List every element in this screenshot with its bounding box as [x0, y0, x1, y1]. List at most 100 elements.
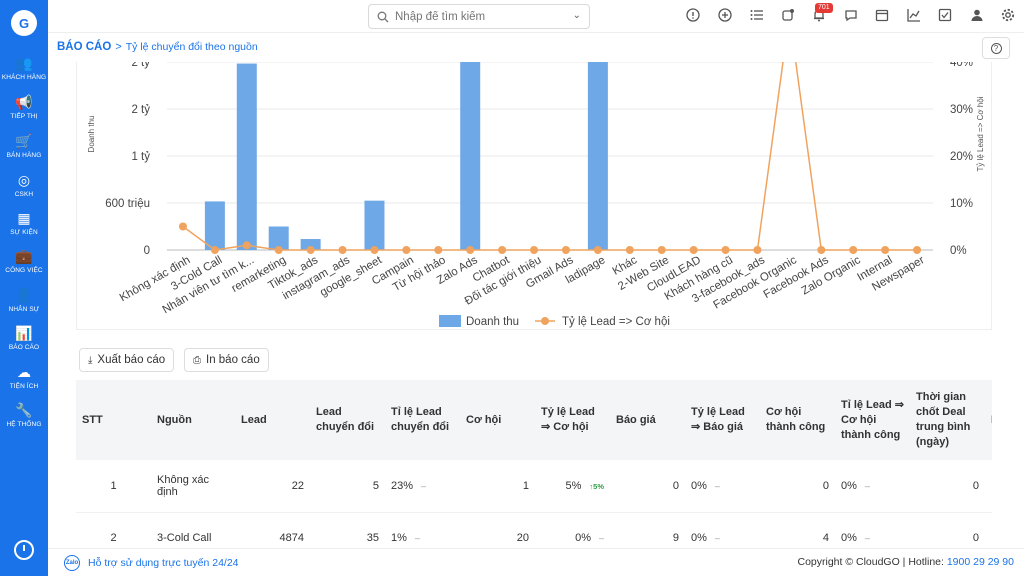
breadcrumb-separator: >: [115, 41, 122, 53]
line-point: [689, 246, 698, 254]
search-input[interactable]: [395, 10, 565, 23]
breadcrumb-root[interactable]: BÁO CÁO: [57, 41, 112, 53]
sidebar-item-label: NHÂN SỰ: [8, 306, 40, 313]
export-report-label: Xuất báo cáo: [97, 354, 166, 366]
column-header[interactable]: Lead chuyển đổi: [316, 406, 375, 433]
cell-overflow: [985, 512, 992, 550]
bar: [300, 239, 321, 250]
cloudgo-logo[interactable]: G: [11, 10, 37, 36]
support-link[interactable]: Hỗ trợ sử dụng trực tuyến 24/24: [88, 557, 239, 569]
column-header[interactable]: Nguồn: [157, 413, 192, 426]
list-icon[interactable]: [748, 8, 766, 26]
person-icon: 👤: [15, 287, 33, 303]
line-point: [434, 246, 443, 254]
legend-label: Tỷ lệ Lead => Cơ hội: [562, 316, 670, 328]
sidebar-item-report[interactable]: 📊 BÁO CÁO: [0, 325, 48, 363]
report-table-container[interactable]: STT Nguồn Lead Lead chuyển đổi Tỉ lệ Lead ch…: [76, 380, 992, 550]
chart-card: 0 600 triệu 1 tỷ 2 tỷ 2 tỷ 0% 10% 20% 30% 40% Doan…: [76, 14, 992, 330]
column-header[interactable]: I: [985, 380, 992, 460]
column-header[interactable]: Cơ hội thành công: [766, 406, 826, 433]
chart-icon[interactable]: [905, 8, 923, 26]
cell-conv-rate-value: 1%: [391, 532, 407, 544]
column-header[interactable]: Lead: [241, 413, 267, 426]
printer-icon: ⎙: [193, 354, 201, 366]
cell-won-rate: 0% –: [835, 512, 910, 550]
chevron-down-icon[interactable]: ⌄: [572, 10, 581, 21]
cell-conv-rate-value: 23%: [391, 479, 414, 492]
column-header[interactable]: Tỉ lệ Lead chuyển đổi: [391, 406, 450, 433]
export-report-button[interactable]: ⤓ Xuất báo cáo: [79, 348, 175, 372]
cell-opportunity: 1: [460, 460, 535, 513]
cell-opp-rate: 0% –: [535, 512, 610, 550]
y2-tick-label: 10%: [950, 198, 973, 210]
line-point: [370, 246, 379, 254]
cell-won-rate-value: 0%: [841, 532, 857, 544]
sidebar-item-users[interactable]: 👥 KHÁCH HÀNG: [0, 55, 48, 93]
question-icon: ?: [990, 42, 1002, 54]
line-point: [306, 246, 315, 254]
print-report-button[interactable]: ⎙ In báo cáo: [184, 348, 269, 372]
bar: [204, 201, 225, 250]
line-point: [242, 241, 251, 250]
sidebar-item-label: SỰ KIỆN: [10, 229, 38, 236]
cell-quote-rate-value: 0%: [691, 479, 707, 492]
cell-stt: 2: [76, 512, 151, 550]
checkbox-icon[interactable]: [936, 8, 954, 26]
column-header[interactable]: Tỷ lệ Lead ⇒ Báo giá: [691, 406, 745, 433]
trend-indicator: –: [598, 533, 604, 543]
line-point: [210, 246, 219, 254]
lifebuoy-icon: ◎: [17, 172, 31, 188]
column-header[interactable]: Tỷ lệ Lead ⇒ Cơ hội: [541, 406, 595, 433]
cell-converted: 5: [310, 460, 385, 513]
add-icon[interactable]: [716, 8, 734, 26]
help-button[interactable]: ?: [982, 37, 1010, 59]
legend-swatch-dot: [541, 317, 549, 325]
cell-opportunity: 20: [460, 512, 535, 550]
sidebar-item-wrench[interactable]: 🔧 HỆ THỐNG: [0, 402, 48, 440]
table-row[interactable]: 2 3-Cold Call 4874 35 1% –20 0% –9 0% –4 0% –0: [76, 512, 992, 550]
megaphone-icon: 📢: [15, 94, 33, 110]
cell-quote: 0: [610, 460, 685, 513]
sidebar-item-megaphone[interactable]: 📢 TIẾP THỊ: [0, 94, 48, 132]
column-header[interactable]: Thời gian chốt Deal trung bình (ngày): [916, 391, 971, 448]
cell-opp-rate-value: 0%: [575, 532, 591, 544]
sidebar-item-person[interactable]: 👤 NHÂN SỰ: [0, 287, 48, 325]
column-header[interactable]: Tỉ lệ Lead ⇒ Cơ hội thành công: [841, 398, 905, 441]
cell-lead: 4874: [235, 512, 310, 550]
column-header[interactable]: Báo giá: [616, 413, 656, 426]
sidebar-item-briefcase[interactable]: 💼 CÔNG VIỆC: [0, 248, 48, 286]
hotline-number[interactable]: 1900 29 29 90: [946, 556, 1014, 568]
column-header[interactable]: STT: [82, 413, 103, 426]
line-point: [849, 246, 858, 254]
cell-quote-rate: 0% –: [685, 512, 760, 550]
alert-icon[interactable]: [684, 8, 702, 26]
sidebar-item-cart[interactable]: 🛒 BÁN HÀNG: [0, 133, 48, 171]
table-row[interactable]: 1 Không xác định 22 5 23% –1 5% ↑5% 0 0% –0 0% –0: [76, 460, 992, 513]
sidebar-item-label: CSKH: [14, 191, 34, 198]
sidebar-item-label: TIỆN ÍCH: [9, 383, 39, 390]
calendar-icon[interactable]: [873, 8, 891, 26]
sidebar-item-label: HỆ THỐNG: [6, 421, 42, 428]
gear-icon[interactable]: [999, 8, 1017, 26]
y-tick-label: 0: [144, 245, 150, 257]
line-point: [625, 246, 634, 254]
report-table: STT Nguồn Lead Lead chuyển đổi Tỉ lệ Lead ch…: [76, 380, 992, 550]
sidebar-item-utilities[interactable]: ☁ TIỆN ÍCH: [0, 364, 48, 402]
sidebar-item-calendar[interactable]: ▦ SỰ KIỆN: [0, 210, 48, 248]
zalo-icon[interactable]: Zalo: [64, 555, 80, 571]
chat-icon[interactable]: [842, 8, 860, 26]
users-icon: 👥: [15, 55, 33, 71]
clock-icon[interactable]: [14, 540, 34, 560]
column-header[interactable]: Cơ hội: [466, 413, 502, 426]
cell-won: 0: [760, 460, 835, 513]
sidebar-item-label: BÁN HÀNG: [6, 152, 42, 159]
user-icon[interactable]: [968, 8, 986, 26]
legend-swatch-bar: [439, 315, 461, 327]
bar: [364, 200, 385, 250]
bar: [268, 226, 289, 250]
trend-indicator: ↑5%: [589, 481, 604, 491]
search-icon: [377, 11, 389, 22]
search-box[interactable]: ⌄: [368, 4, 590, 29]
sidebar-item-lifebuoy[interactable]: ◎ CSKH: [0, 172, 48, 210]
refresh-icon[interactable]: [779, 8, 797, 26]
